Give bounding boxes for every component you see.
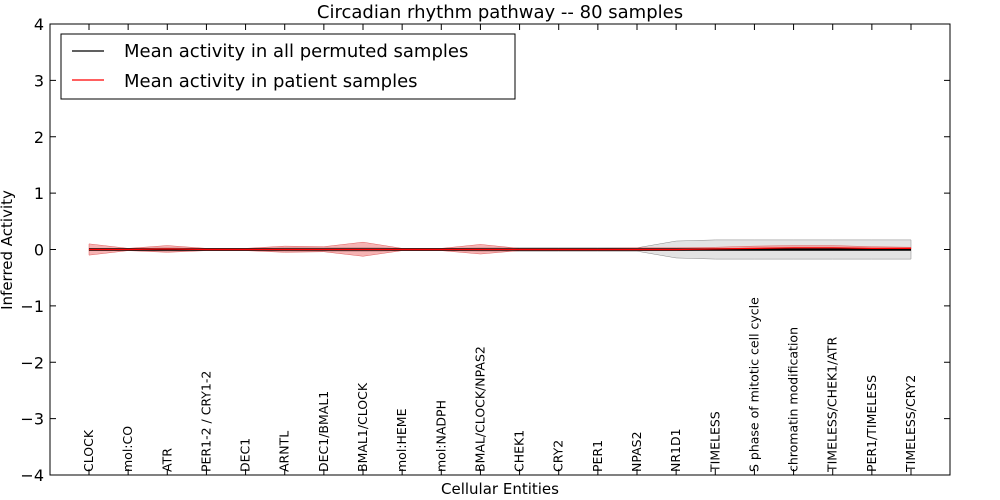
x-tick-label: BMAL/CLOCK/NPAS2 [472,346,487,472]
x-tick-label: PER1 [590,440,605,472]
x-tick-label: NPAS2 [629,431,644,472]
legend-label-patient: Mean activity in patient samples [124,71,418,92]
x-tick-label: mol:NADPH [433,400,448,472]
y-tick-label: −3 [20,410,44,429]
x-tick-label: TIMELESS/CHEK1/ATR [825,336,840,473]
y-tick-label: −2 [20,353,44,372]
x-tick-label: DEC1/BMAL1 [316,391,331,472]
y-tick-label: 4 [34,15,44,34]
legend-box [60,33,516,100]
x-tick-label: ARNTL [277,431,292,472]
x-axis-label: Cellular Entities [441,480,559,498]
legend-label-permuted: Mean activity in all permuted samples [124,41,468,62]
y-tick-label: 2 [34,128,44,147]
x-tick-label: mol:CO [120,426,135,472]
x-tick-label: BMAL1/CLOCK [355,382,370,472]
x-tick-label: S phase of mitotic cell cycle [746,297,761,472]
x-tick-label: CRY2 [551,440,566,472]
x-tick-label: PER1-2 / CRY1-2 [198,371,213,472]
x-axis: CLOCK mol:CO ATR PER1-2 / CRY1-2 DEC1 ARNTL DE… [81,24,918,475]
x-tick-label: chromatin modification [786,327,801,472]
chart-title: Circadian rhythm pathway -- 80 samples [317,2,683,23]
x-tick-label: PER1/TIMELESS [864,375,879,472]
y-tick-label: 3 [34,71,44,90]
x-tick-label: ATR [159,448,174,472]
y-tick-label: 0 [34,241,44,260]
x-tick-label: CLOCK [81,429,96,472]
x-tick-label: DEC1 [238,438,253,472]
x-tick-label: TIMELESS/CRY2 [903,375,918,473]
y-tick-label: −4 [20,466,44,485]
y-axis: 4 3 2 1 0 −1 −2 −3 −4 [20,15,950,485]
y-tick-label: 1 [34,184,44,203]
x-tick-label: CHEK1 [512,430,527,472]
series-lines [89,247,911,251]
series-line-patient [89,247,911,251]
x-tick-label: mol:HEME [394,408,409,472]
x-tick-label: TIMELESS [707,411,722,473]
y-axis-label: Inferred Activity [0,190,16,310]
y-tick-label: −1 [20,297,44,316]
legend: Mean activity in all permuted samples Me… [60,33,516,100]
x-tick-label: NR1D1 [668,428,683,472]
